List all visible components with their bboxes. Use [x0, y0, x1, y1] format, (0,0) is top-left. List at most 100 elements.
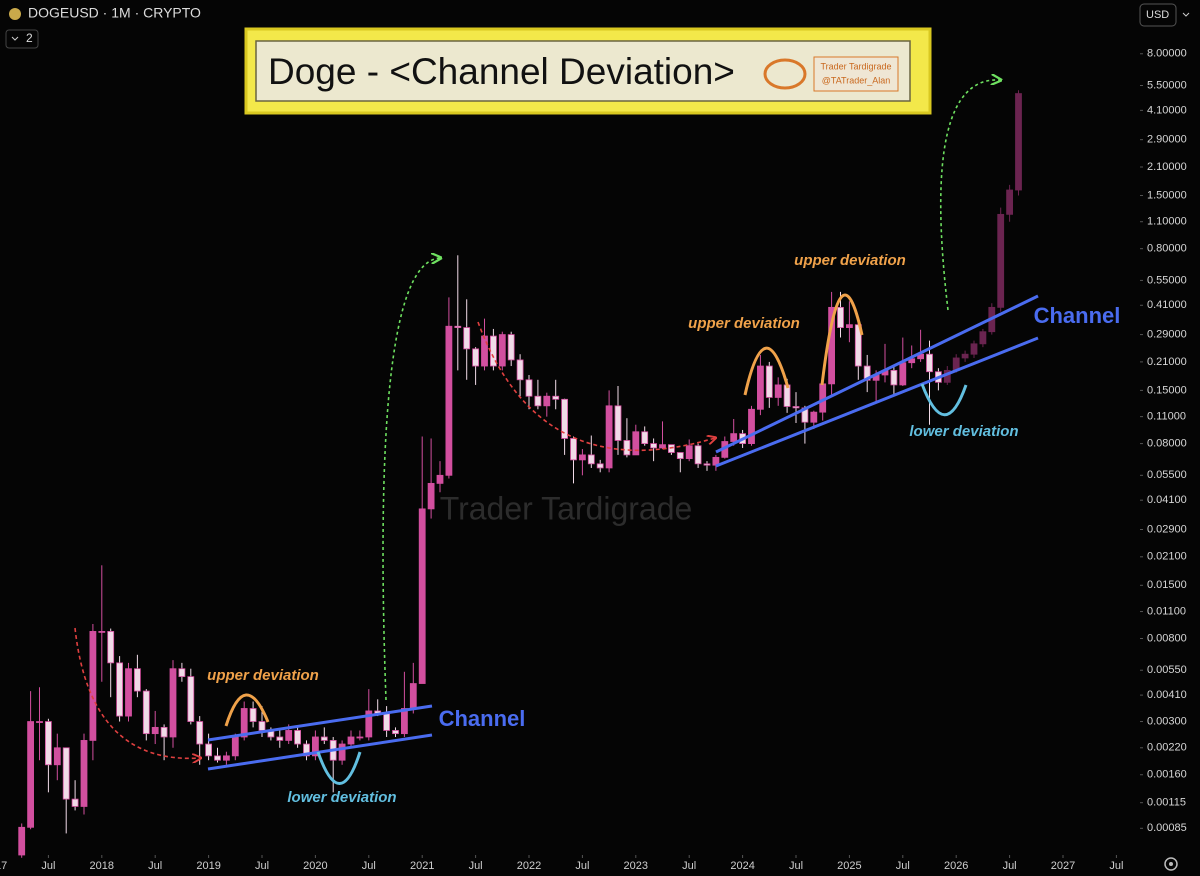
candle-body — [579, 454, 586, 461]
candle-body — [561, 398, 568, 439]
candle-body — [222, 755, 230, 761]
candle-body — [142, 690, 150, 735]
y-tick-label: 5.50000 — [1147, 79, 1187, 91]
candle-body — [125, 668, 132, 717]
y-tick-label: 0.15000 — [1147, 384, 1187, 396]
candle-body — [36, 721, 43, 723]
upper-arc — [224, 693, 270, 727]
handle: @TATrader_Alan — [822, 75, 891, 85]
title-box: Doge - <Channel Deviation> Trader Tardig… — [244, 27, 932, 115]
candle-body — [757, 365, 764, 410]
x-tick-label: 2019 — [196, 860, 220, 872]
candle-body — [1015, 93, 1022, 191]
y-tick-label: 0.11000 — [1147, 411, 1186, 423]
x-tick-label: 2027 — [1051, 860, 1075, 872]
annotation: upper deviation — [794, 252, 906, 269]
settings-icon[interactable] — [1164, 857, 1178, 871]
candle-body — [694, 445, 702, 465]
annotation: Channel — [439, 706, 526, 731]
candle-body — [481, 335, 488, 367]
candle-body — [71, 798, 79, 807]
y-tick-label: 0.02100 — [1147, 551, 1187, 563]
y-tick-label: 0.00800 — [1147, 632, 1187, 644]
annotation: upper deviation — [207, 667, 319, 684]
candle-body — [338, 743, 346, 761]
y-tick-label: 0.04100 — [1147, 494, 1187, 506]
x-tick-label: Jul — [469, 860, 483, 872]
y-tick-label: 0.08000 — [1147, 438, 1187, 450]
axes: 8.00000 5.50000 4.10000 2.90000 2.10000 1.500… — [0, 48, 1187, 872]
candle-body — [409, 683, 417, 709]
candle-body — [169, 668, 177, 738]
candle-body — [596, 463, 604, 469]
projection-arrow — [382, 258, 440, 701]
currency-button[interactable] — [1139, 3, 1177, 27]
candle-body — [810, 411, 818, 423]
candle-body — [676, 452, 684, 460]
candle-body — [116, 662, 123, 717]
candle-body — [748, 408, 755, 444]
author: Trader Tardigrade — [820, 61, 891, 71]
y-tick-label: 0.00160 — [1147, 769, 1187, 781]
y-tick-label: 0.55000 — [1147, 274, 1187, 286]
candles — [18, 90, 1022, 858]
upper-arc — [820, 293, 864, 386]
y-tick-label: 0.01500 — [1147, 579, 1187, 591]
candle-body — [587, 454, 595, 465]
candle-body — [436, 474, 444, 484]
candle-body — [45, 721, 52, 766]
y-tick-label: 0.41000 — [1147, 299, 1187, 311]
channel-line — [715, 294, 1039, 454]
candle-body — [160, 726, 168, 738]
candle-body — [837, 306, 844, 328]
candle-body — [365, 710, 373, 738]
channel-line — [207, 704, 433, 742]
x-tick-label: 2022 — [517, 860, 541, 872]
candle-body — [276, 736, 284, 741]
candle-body — [765, 365, 773, 398]
x-tick-label: Jul — [148, 860, 162, 872]
candle-body — [534, 395, 542, 407]
y-tick-label: 1.10000 — [1147, 216, 1187, 228]
candle-body — [249, 708, 257, 722]
candle-body — [62, 747, 70, 800]
chevron — [1182, 12, 1190, 17]
x-tick-label: 2017 — [0, 860, 7, 872]
x-tick-label: Jul — [41, 860, 55, 872]
candle-body — [614, 405, 622, 441]
y-tick-label: 0.02900 — [1147, 523, 1187, 535]
candle-body — [899, 362, 907, 386]
x-tick-label: 2021 — [410, 860, 434, 872]
candle-body — [311, 736, 319, 757]
candle-body — [231, 736, 239, 757]
candle-body — [890, 369, 898, 386]
channel-line — [207, 733, 433, 771]
lower-arc — [920, 383, 968, 417]
candle-body — [650, 443, 657, 449]
candle-body — [605, 405, 613, 469]
y-tick-label: 0.21000 — [1147, 356, 1187, 368]
logo-box — [813, 56, 899, 92]
candle-body — [178, 668, 186, 678]
candle-body — [552, 395, 560, 400]
y-tick-label: 0.00220 — [1147, 742, 1187, 754]
candle-body — [685, 445, 693, 460]
candle-body — [463, 327, 471, 350]
candle-body — [400, 708, 408, 735]
candle-body — [570, 438, 577, 461]
candle-body — [454, 325, 462, 328]
upper-arc — [743, 346, 790, 396]
candle-body — [53, 747, 61, 766]
settings-icon-dot — [1169, 862, 1173, 866]
chart-title: Doge - <Channel Deviation> — [268, 51, 735, 92]
layout-toggle[interactable] — [5, 29, 39, 49]
candle-body — [418, 508, 426, 684]
candle-body — [445, 325, 453, 476]
x-tick-label: Jul — [789, 860, 803, 872]
x-tick-label: 2023 — [624, 860, 648, 872]
candle-body — [107, 631, 115, 664]
x-tick-label: Jul — [255, 860, 269, 872]
y-tick-label: 0.00550 — [1147, 664, 1187, 676]
chevron — [11, 36, 19, 41]
